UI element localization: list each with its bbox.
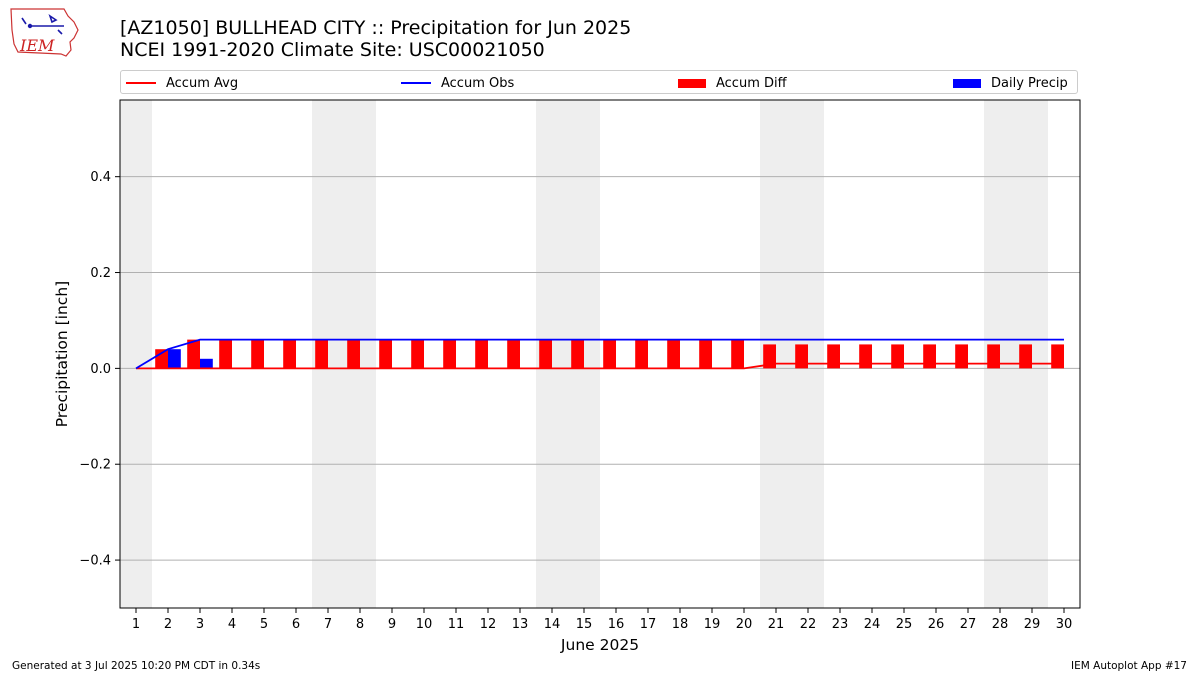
chart-subtitle: NCEI 1991-2020 Climate Site: USC00021050 [120,39,545,61]
bar-accum-diff [539,339,552,369]
bar-accum-diff [891,344,904,369]
x-tick-label: 28 [992,617,1009,632]
bar-accum-diff [1051,344,1064,369]
iem-logo: IEM [10,8,79,57]
x-tick-label: 5 [260,617,268,632]
x-tick-label: 15 [576,617,593,632]
bar-daily-precip [200,358,213,369]
y-tick-label: 0.2 [90,266,111,281]
legend-item-daily-precip: Daily Precip [953,74,1068,92]
bar-accum-diff [603,339,616,369]
bar-accum-diff [251,339,264,369]
x-tick-label: 8 [356,617,364,632]
x-tick-label: 27 [960,617,977,632]
legend-label: Accum Obs [441,75,515,91]
line-accum-obs [135,338,1064,370]
bar-accum-diff [315,339,328,369]
x-tick-label: 23 [832,617,849,632]
x-tick-label: 21 [768,617,785,632]
y-tick-label: 0.4 [90,170,111,185]
x-tick-label: 7 [324,617,332,632]
legend-swatch [678,78,706,88]
legend-item-accum-avg: Accum Avg [126,74,238,92]
bar-accum-diff [1019,344,1032,369]
bar-accum-diff [411,339,424,369]
bar-accum-diff [347,339,360,369]
x-axis-label: June 2025 [560,636,639,654]
y-tick-label: 0.0 [90,362,111,377]
x-tick-label: 14 [544,617,561,632]
bar-accum-diff [379,339,392,369]
x-tick-label: 4 [228,617,236,632]
chart-title: [AZ1050] BULLHEAD CITY :: Precipitation … [120,17,632,39]
x-tick-label: 24 [864,617,881,632]
bar-accum-diff [923,344,936,369]
x-tick-label: 10 [416,617,433,632]
bar-accum-diff [795,344,808,369]
legend-label: Accum Diff [716,75,787,91]
footer-generated: Generated at 3 Jul 2025 10:20 PM CDT in … [12,660,261,672]
x-tick-label: 9 [388,617,396,632]
weekend-shade [120,100,152,608]
legend-item-accum-obs: Accum Obs [401,74,514,92]
bar-accum-diff [635,339,648,369]
bar-accum-diff [859,344,872,369]
x-tick-label: 2 [164,617,172,632]
bar-accum-diff [571,339,584,369]
legend-label: Accum Avg [166,75,239,91]
bar-accum-diff [443,339,456,369]
bar-accum-diff [731,339,744,369]
x-tick-label: 22 [800,617,817,632]
x-tick-label: 16 [608,617,625,632]
legend-label: Daily Precip [991,75,1068,91]
x-tick-label: 12 [480,617,497,632]
footer-app: IEM Autoplot App #17 [1071,660,1187,672]
x-tick-label: 17 [640,617,657,632]
x-tick-label: 29 [1024,617,1041,632]
bar-accum-diff [507,339,520,369]
x-tick-label: 6 [292,617,300,632]
x-tick-label: 30 [1056,617,1073,632]
bar-accum-diff [475,339,488,369]
logo-text: IEM [19,36,55,55]
x-tick-label: 11 [448,617,465,632]
bar-daily-precip [168,349,181,369]
legend-item-accum-diff: Accum Diff [678,74,787,92]
legend-swatch [953,78,981,88]
bar-accum-diff [955,344,968,369]
y-tick-label: −0.2 [79,458,111,473]
x-tick-label: 19 [704,617,721,632]
bar-accum-diff [667,339,680,369]
bar-accum-diff [219,339,232,369]
bar-accum-diff [699,339,712,369]
weather-symbols-icon [21,14,64,35]
bar-accum-diff [763,344,776,369]
bar-accum-diff [987,344,1000,369]
x-tick-label: 13 [512,617,529,632]
x-tick-label: 1 [132,617,140,632]
iowa-outline-icon [10,8,79,57]
x-tick-label: 26 [928,617,945,632]
x-tick-label: 18 [672,617,689,632]
x-tick-label: 20 [736,617,753,632]
x-tick-label: 3 [196,617,204,632]
y-axis-label: Precipitation [inch] [53,281,71,427]
legend: Accum Avg Accum Obs Accum Diff Daily Pre… [120,70,1078,94]
y-tick-label: −0.4 [79,554,111,569]
legend-swatch [401,82,431,84]
line-accum-avg [136,362,1064,370]
plot-frame [119,99,1081,609]
bar-accum-diff [283,339,296,369]
bar-accum-diff [187,339,200,369]
legend-swatch [126,82,156,84]
bar-accum-diff [827,344,840,369]
x-tick-label: 25 [896,617,913,632]
